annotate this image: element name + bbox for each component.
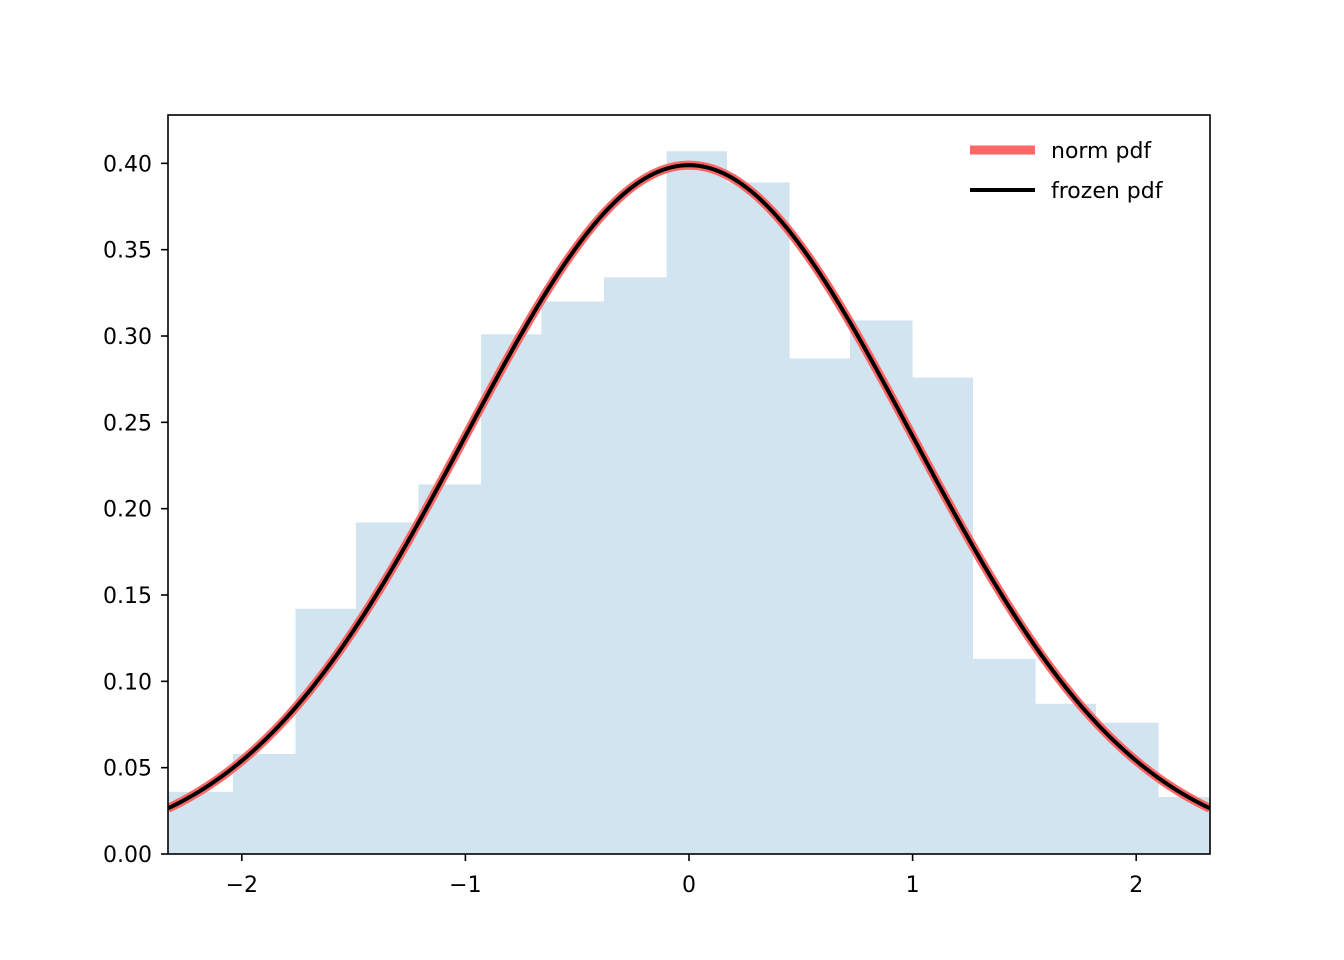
histogram-bar bbox=[727, 182, 790, 854]
y-tick-label: 0.15 bbox=[103, 584, 152, 609]
y-tick-label: 0.40 bbox=[103, 152, 152, 177]
histogram-bar bbox=[1035, 703, 1096, 854]
histogram-bar bbox=[604, 277, 667, 854]
y-tick-label: 0.05 bbox=[103, 757, 152, 782]
x-tick-label: 2 bbox=[1129, 873, 1143, 898]
histogram-bar bbox=[481, 334, 542, 854]
y-tick-label: 0.00 bbox=[103, 843, 152, 868]
y-tick-label: 0.20 bbox=[103, 498, 152, 523]
histogram-bar bbox=[418, 484, 482, 854]
legend: norm pdf frozen pdf bbox=[970, 139, 1164, 204]
y-tick-label: 0.35 bbox=[103, 239, 152, 264]
x-tick-label: 0 bbox=[682, 873, 696, 898]
legend-label: norm pdf bbox=[1051, 139, 1152, 164]
x-tick-label: 1 bbox=[906, 873, 920, 898]
series-line-1 bbox=[168, 163, 1210, 811]
y-axis: 0.00 0.05 0.10 0.15 0.20 0.25 0.30 0.35 0.40 bbox=[103, 152, 168, 868]
x-tick-label: −1 bbox=[449, 873, 481, 898]
x-tick-label: −2 bbox=[226, 873, 258, 898]
y-tick-label: 0.25 bbox=[103, 411, 152, 436]
histogram-bar bbox=[232, 753, 296, 854]
histogram-bar bbox=[789, 358, 850, 854]
pdf-curves bbox=[168, 160, 1210, 813]
x-axis: −2 −1 0 1 2 bbox=[226, 854, 1143, 898]
histogram-bar bbox=[972, 658, 1036, 854]
histogram-bar bbox=[541, 301, 605, 854]
y-tick-label: 0.30 bbox=[103, 325, 152, 350]
histogram-bar bbox=[1095, 722, 1159, 854]
histogram-bar bbox=[849, 320, 913, 854]
y-tick-label: 0.10 bbox=[103, 670, 152, 695]
histogram-bar bbox=[666, 151, 728, 854]
legend-label: frozen pdf bbox=[1051, 179, 1164, 204]
